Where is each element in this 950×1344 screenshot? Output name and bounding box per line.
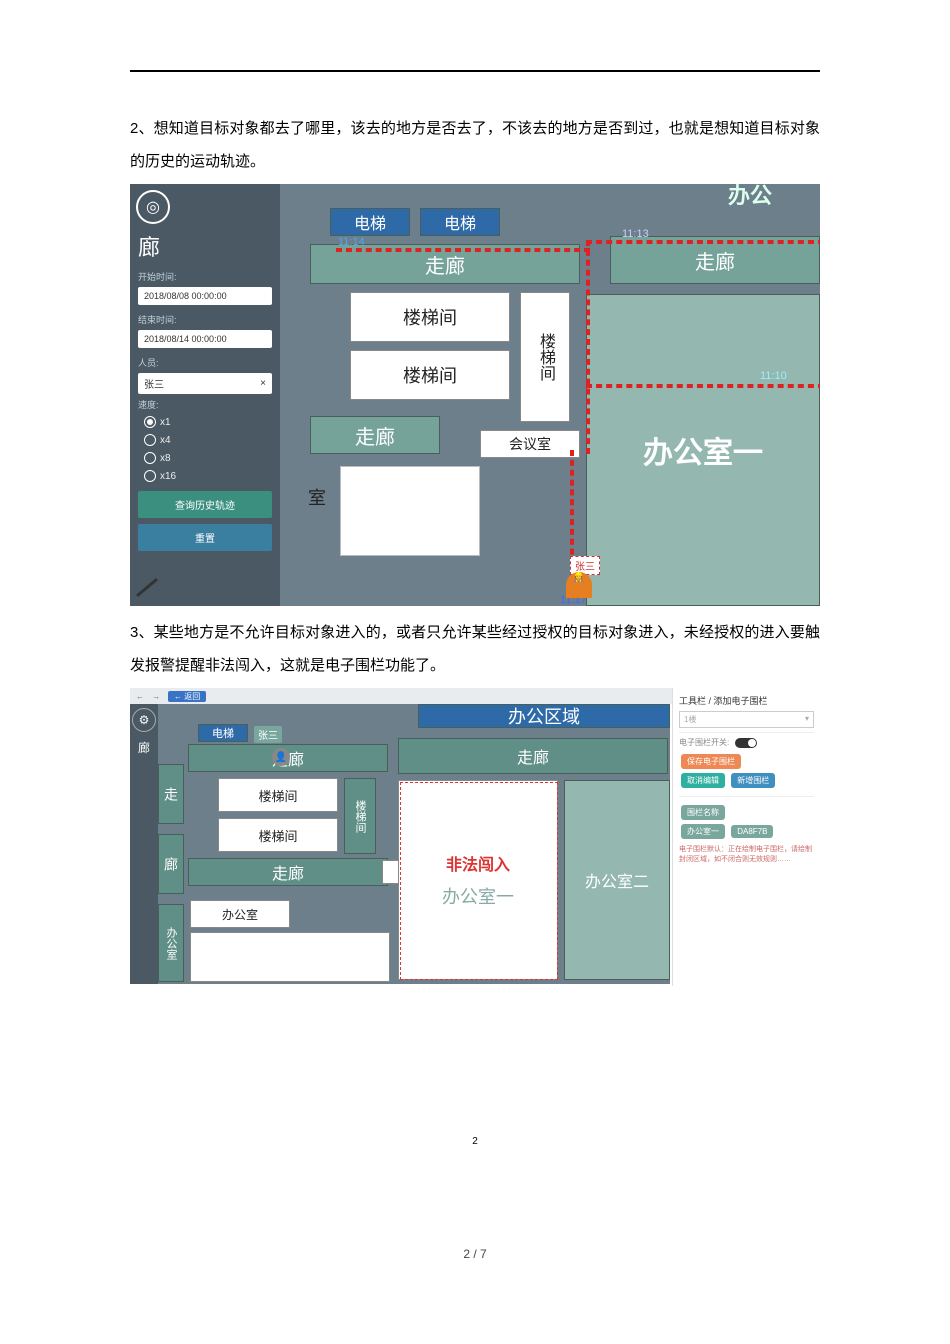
- end-time-label: 结束时间:: [130, 311, 280, 328]
- reset-button[interactable]: 重置: [138, 524, 272, 551]
- chip-zhangsan: 张三: [254, 726, 282, 743]
- add-fence-button[interactable]: 新增围栏: [731, 773, 775, 788]
- bgsv: 办公室: [158, 904, 184, 982]
- page-bottom-counter: 2 / 7: [130, 1247, 820, 1261]
- person-chip[interactable]: 张三 ×: [138, 373, 272, 394]
- fig1-map: 办公 电梯 电梯 走廊 走廊 走廊 楼梯间 楼梯间 楼梯间 会议室 室 办公室一…: [280, 184, 820, 606]
- speed-label: 速度:: [130, 396, 280, 413]
- office-1: 办公室一: [586, 294, 820, 606]
- speed-x16[interactable]: x16: [130, 467, 280, 485]
- corr2: 走廊: [398, 738, 668, 774]
- figure-1-trajectory: ◎ 廊 开始时间: 2018/08/08 00:00:00 结束时间: 2018…: [130, 184, 820, 606]
- panel-title: 工具栏 / 添加电子围栏: [679, 694, 814, 707]
- rule-top: [130, 70, 820, 72]
- query-history-button[interactable]: 查询历史轨迹: [138, 491, 272, 518]
- end-time-input[interactable]: 2018/08/14 00:00:00: [138, 330, 272, 348]
- time-1110: 11:10: [760, 370, 787, 382]
- slash-icon: [134, 574, 162, 602]
- fig2-map: 办公区域 电梯 张三 走廊 走廊 走廊 走 廊 办公室 楼梯间 楼梯间 楼梯间 …: [158, 704, 670, 984]
- time-1114: 11:14: [338, 236, 365, 248]
- bgs-small: 办公室: [190, 900, 290, 928]
- footer-pagenum: 2: [130, 1136, 820, 1147]
- area-label: 办公: [680, 184, 820, 208]
- stairwell-1: 楼梯间: [350, 292, 510, 342]
- gear-icon[interactable]: ⚙: [132, 708, 156, 732]
- save-fence-button[interactable]: 保存电子围栏: [681, 754, 741, 769]
- lang: 廊: [158, 834, 184, 894]
- shi-label: 室: [308, 484, 326, 510]
- stairwell-2: 楼梯间: [350, 350, 510, 400]
- office-2: 办公室二: [564, 780, 670, 980]
- fence-desc: 电子围栏默认：正在绘制电子围栏，请绘制封闭区域，如不闭合则无效规则……: [679, 845, 814, 865]
- logo-char: 廊: [138, 230, 272, 262]
- stv: 楼梯间: [344, 778, 376, 854]
- meeting-room: 会议室: [480, 430, 580, 458]
- fence-tag-off1: 办公室一: [681, 824, 725, 839]
- start-time-input[interactable]: 2018/08/08 00:00:00: [138, 287, 272, 305]
- room-elevator-1: 电梯: [330, 208, 410, 236]
- corr3: 走廊: [188, 858, 388, 886]
- speed-x8[interactable]: x8: [130, 449, 280, 467]
- target-icon: ◎: [136, 190, 170, 224]
- cancel-edit-button[interactable]: 取消编辑: [681, 773, 725, 788]
- fig1-sidebar: ◎ 廊 开始时间: 2018/08/08 00:00:00 结束时间: 2018…: [130, 184, 280, 606]
- speed-x4[interactable]: x4: [130, 431, 280, 449]
- st1: 楼梯间: [218, 778, 338, 812]
- start-time-label: 开始时间:: [130, 268, 280, 285]
- fig2-lefticons: ⚙ 廊: [130, 704, 158, 984]
- fig2-right-panel: 工具栏 / 添加电子围栏 1楼▾ 电子围栏开关: 保存电子围栏 取消编辑 新增围…: [672, 688, 820, 986]
- person-name: 张三: [144, 376, 164, 391]
- paragraph-2: 2、想知道目标对象都去了哪里，该去的地方是否去了，不该去的地方是否到过，也就是想…: [130, 112, 820, 178]
- speed-x1[interactable]: x1: [130, 413, 280, 431]
- area-title: 办公区域: [418, 704, 670, 728]
- back-button[interactable]: ← 返回: [168, 691, 206, 702]
- fence-name-pill: 围栏名称: [681, 805, 725, 820]
- close-icon[interactable]: ×: [260, 378, 266, 389]
- corridor-3: 走廊: [310, 416, 440, 454]
- person-label: 人员:: [130, 354, 280, 371]
- stairwell-v: 楼梯间: [520, 292, 570, 422]
- fence-tag-code: DA8F7B: [731, 825, 773, 838]
- figure-2-fence: ←→ ← 返回 — 1/100/1 ● (0,0) ⚙ 廊 办公区域 电梯 张三…: [130, 688, 820, 986]
- room-elevator-2: 电梯: [420, 208, 500, 236]
- menu-icon[interactable]: 廊: [133, 736, 155, 758]
- time-1113: 11:13: [622, 228, 649, 240]
- elev: 电梯: [198, 724, 248, 742]
- fence-outline: [400, 782, 558, 980]
- st2: 楼梯间: [218, 818, 338, 852]
- fence-toggle[interactable]: 电子围栏开关:: [679, 737, 814, 748]
- intruder-icon: 👤: [272, 748, 290, 766]
- zou: 走: [158, 764, 184, 824]
- floor-select[interactable]: 1楼▾: [679, 711, 814, 728]
- paragraph-3: 3、某些地方是不允许目标对象进入的，或者只允许某些经过授权的目标对象进入，未经授…: [130, 616, 820, 682]
- person-icon: 👷: [566, 572, 592, 598]
